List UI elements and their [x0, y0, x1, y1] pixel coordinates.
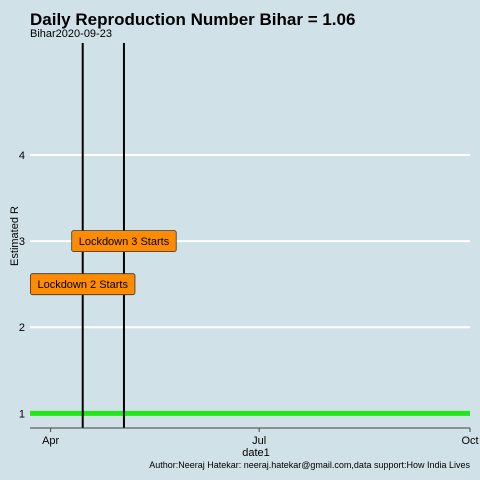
annotation-label: Lockdown 3 Starts: [71, 230, 177, 252]
annotation-label: Lockdown 2 Starts: [30, 273, 136, 296]
chart-caption: Author:Neeraj Hatekar: neeraj.hatekar@gm…: [149, 460, 470, 470]
y-tick-label: 4: [19, 150, 25, 162]
y-axis-label: Estimated R: [9, 206, 21, 266]
annotation-box: [30, 273, 136, 296]
annotation-text: Lockdown 3 Starts: [79, 236, 170, 248]
chart-subtitle: Bihar2020-09-23: [30, 28, 112, 40]
x-tick-label: Apr: [42, 435, 59, 447]
x-axis-label: date1: [242, 447, 270, 459]
y-tick-label: 1: [19, 408, 25, 420]
chart-title: Daily Reproduction Number Bihar = 1.06: [30, 10, 355, 29]
y-tick-label: 2: [19, 322, 25, 334]
annotation-text: Lockdown 2 Starts: [37, 279, 128, 291]
x-axis-ticks: Apr Jul Oct: [42, 428, 479, 447]
x-tick-label: Oct: [461, 435, 478, 447]
y-tick-label: 3: [19, 236, 25, 248]
y-axis-ticks: 1 2 3 4: [19, 150, 25, 420]
annotation-box: [71, 230, 177, 252]
x-tick-label: Jul: [252, 435, 266, 447]
annotations: Lockdown 2 Starts Lockdown 3 Starts: [30, 230, 177, 296]
